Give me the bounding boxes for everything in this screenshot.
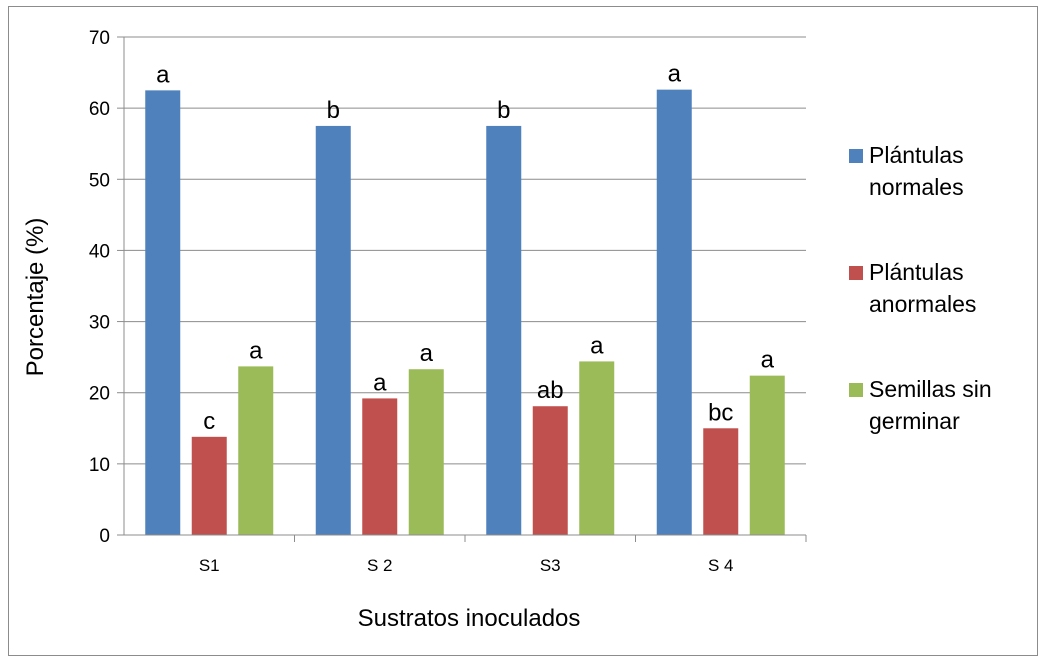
data-label: a (590, 332, 604, 359)
y-tick-label: 70 (89, 28, 110, 49)
data-label: b (327, 97, 340, 124)
data-label: a (668, 61, 682, 88)
bar (408, 369, 444, 535)
y-axis-title: Porcentaje (%) (22, 218, 49, 377)
bar (362, 398, 398, 535)
y-tick-label: 0 (99, 526, 110, 547)
bar (191, 436, 227, 535)
bar (532, 406, 568, 535)
legend: Plántulas normales Plántulas anormales Semil… (849, 142, 992, 434)
bar (749, 375, 785, 535)
data-label: a (249, 337, 263, 364)
y-tick-label: 20 (89, 384, 110, 405)
y-tick-label: 40 (89, 241, 110, 262)
data-label: a (761, 347, 775, 374)
bar (486, 125, 522, 535)
bar (315, 125, 351, 535)
bar (579, 361, 615, 535)
legend-entry: Plántulas normales (869, 142, 964, 200)
gridlines (124, 36, 806, 465)
data-label: a (373, 369, 387, 396)
y-tick-label: 50 (89, 170, 110, 191)
bar (656, 89, 692, 535)
legend-entry: Semillas sin germinar (869, 376, 992, 434)
bar (145, 90, 181, 535)
legend-entry: Plántulas anormales (869, 259, 976, 317)
legend-swatch (849, 383, 863, 397)
chart-frame: 0 10 20 30 40 50 60 70 S1 S 2 S3 S 4 a c a b a a b ab a a bc a… (8, 6, 1038, 656)
x-tick-label: S 2 (367, 556, 393, 575)
x-tick-label: S3 (540, 556, 561, 575)
data-label: bc (708, 399, 733, 426)
axes: 0 10 20 30 40 50 60 70 S1 S 2 S3 S 4 (89, 28, 807, 575)
x-axis-title: Sustratos inoculados (358, 605, 581, 632)
y-tick-label: 10 (89, 455, 110, 476)
data-label: b (497, 97, 510, 124)
data-label: ab (537, 377, 564, 404)
legend-swatch (849, 266, 863, 280)
bar (703, 428, 739, 535)
legend-swatch (849, 149, 863, 163)
data-label: c (203, 408, 215, 435)
y-tick-label: 60 (89, 99, 110, 120)
bar (238, 366, 274, 535)
y-tick-label: 30 (89, 313, 110, 334)
data-label: a (156, 61, 170, 88)
x-tick-label: S 4 (708, 556, 734, 575)
x-tick-label: S1 (199, 556, 220, 575)
data-label: a (420, 340, 434, 367)
bars (145, 89, 785, 535)
